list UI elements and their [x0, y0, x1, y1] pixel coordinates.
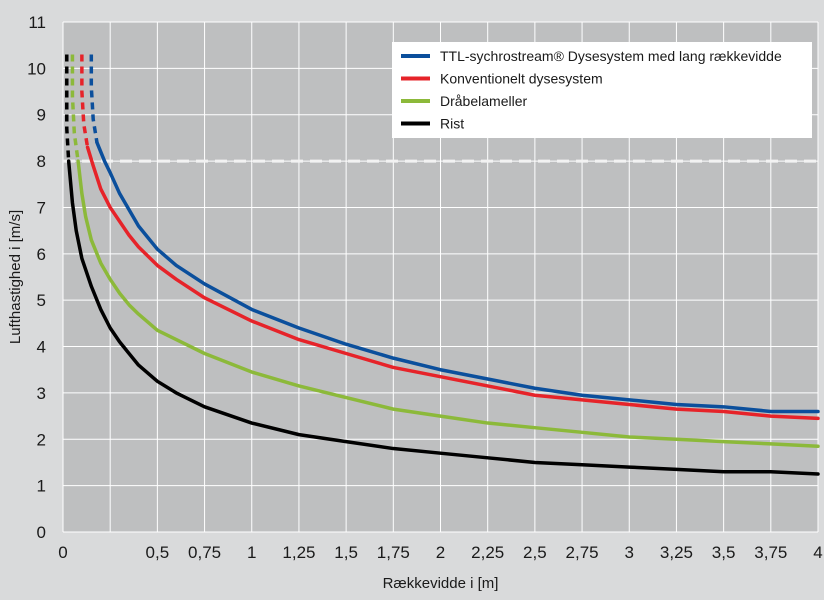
x-tick-label: 2,25 — [471, 543, 504, 562]
x-tick-label: 2,75 — [566, 543, 599, 562]
series-line-dashed-3 — [65, 54, 71, 162]
y-tick-label: 7 — [37, 198, 46, 217]
legend-label: Dråbelameller — [440, 93, 527, 109]
legend-box — [392, 42, 812, 138]
y-tick-label: 10 — [27, 59, 46, 78]
y-tick-label: 3 — [37, 384, 46, 403]
x-tick-label: 3,5 — [712, 543, 736, 562]
x-tick-label: 3 — [625, 543, 634, 562]
series-line-dashed-2 — [70, 54, 80, 162]
y-tick-label: 0 — [37, 523, 46, 542]
x-tick-label: 1,75 — [377, 543, 410, 562]
x-tick-label: 0,5 — [146, 543, 170, 562]
y-tick-label: 4 — [37, 338, 46, 357]
x-tick-label: 2 — [436, 543, 445, 562]
x-tick-label: 2,5 — [523, 543, 547, 562]
y-tick-label: 6 — [37, 245, 46, 264]
y-tick-label: 5 — [37, 291, 46, 310]
y-tick-label: 2 — [37, 430, 46, 449]
x-tick-label: 1,5 — [334, 543, 358, 562]
series-line-dashed-0 — [89, 54, 99, 143]
series-line-3 — [66, 159, 820, 476]
y-tick-label: 9 — [37, 106, 46, 125]
x-tick-label: 1,25 — [282, 543, 315, 562]
x-tick-label: 3,75 — [754, 543, 787, 562]
x-tick-label: 3,25 — [660, 543, 693, 562]
y-axis-title: Lufthastighed i [m/s] — [7, 210, 24, 344]
y-tick-label: 8 — [37, 152, 46, 171]
y-tick-label: 11 — [28, 13, 46, 32]
y-tick-label: 1 — [37, 477, 46, 496]
series-line-2 — [76, 159, 820, 448]
series-line-dashed-1 — [80, 54, 90, 148]
x-tick-label: 1 — [247, 543, 256, 562]
x-axis-title: Rækkevidde i [m] — [383, 575, 499, 592]
legend-label: Rist — [440, 116, 464, 132]
legend-label: TTL-sychrostream® Dysesystem med lang ræ… — [440, 48, 782, 64]
x-tick-label: 0 — [58, 543, 67, 562]
x-tick-label: 0,75 — [188, 543, 221, 562]
series-line-0 — [95, 140, 820, 414]
series-line-1 — [85, 145, 820, 421]
legend-label: Konventionelt dysesystem — [440, 71, 603, 87]
x-tick-label: 4 — [813, 543, 822, 562]
